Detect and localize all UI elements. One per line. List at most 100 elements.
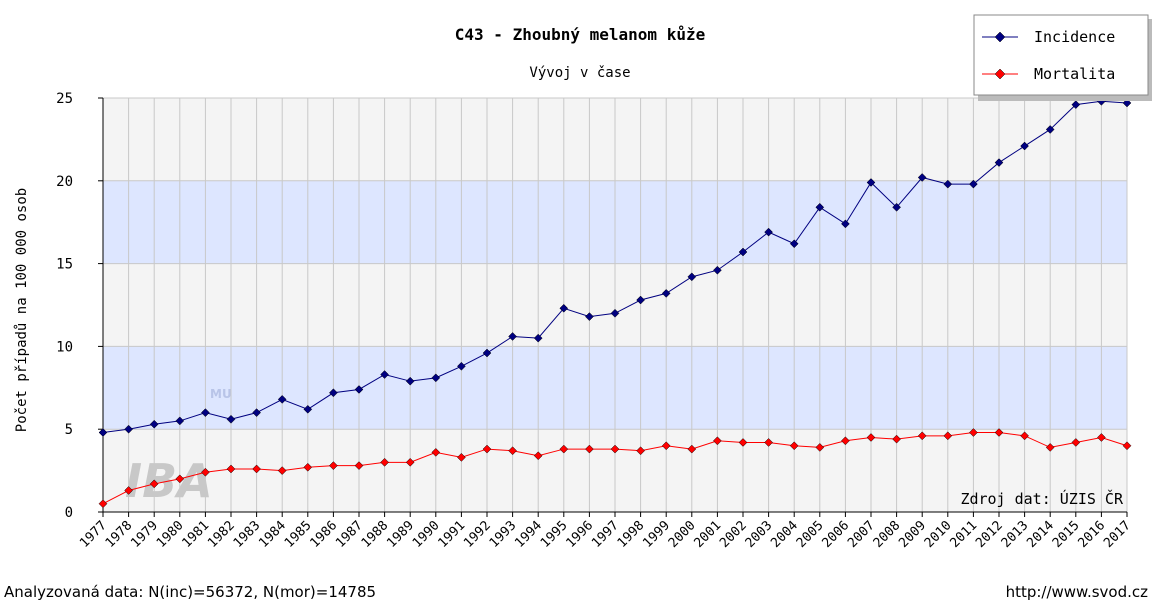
x-tick-label: 1982 [205, 518, 238, 551]
x-tick-label: 1984 [256, 518, 289, 551]
point [226, 464, 236, 474]
point [508, 446, 517, 456]
x-tick-label: 2005 [794, 518, 827, 551]
x-tick-label: 1983 [231, 518, 264, 551]
chart-title: C43 - Zhoubný melanom kůže [455, 25, 705, 44]
point [892, 202, 901, 212]
x-tick-label: 1986 [307, 518, 340, 551]
y-tick-label: 0 [65, 505, 73, 521]
x-tick-label: 1980 [154, 518, 187, 551]
point [917, 431, 927, 441]
x-tick-label: 2004 [768, 518, 801, 551]
x-tick-label: 1998 [615, 518, 648, 551]
y-tick-label: 5 [65, 422, 73, 438]
point [1097, 433, 1106, 442]
x-tick-label: 2012 [973, 518, 1006, 551]
point [687, 272, 697, 282]
point [1020, 431, 1029, 441]
point [764, 438, 773, 447]
x-tick-label: 1981 [179, 518, 212, 551]
point [559, 303, 569, 313]
x-tick-label: 2013 [999, 518, 1032, 551]
point [866, 178, 876, 187]
point [789, 239, 799, 249]
point [201, 467, 210, 477]
x-tick-label: 1979 [128, 518, 161, 551]
x-tick-label: 1994 [512, 518, 545, 551]
y-tick-label: 15 [56, 257, 73, 273]
point [636, 295, 645, 305]
point [943, 179, 953, 189]
point [405, 457, 415, 467]
point [738, 438, 748, 447]
point [585, 312, 594, 321]
y-tick-label: 10 [56, 339, 73, 355]
point [661, 441, 671, 451]
legend-marker [994, 31, 1006, 43]
x-tick-label: 2002 [717, 518, 750, 551]
point [610, 308, 620, 318]
point [815, 202, 825, 212]
point [585, 444, 594, 454]
x-tick-label: 1977 [77, 518, 110, 551]
point [841, 436, 850, 446]
point [329, 388, 338, 398]
point [329, 461, 338, 470]
x-tick-label: 1978 [103, 518, 136, 551]
point [457, 361, 466, 371]
point [1045, 125, 1055, 134]
x-tick-label: 2011 [947, 518, 980, 551]
point [98, 428, 108, 437]
point [866, 433, 876, 442]
x-tick-label: 1991 [435, 518, 468, 551]
point [201, 408, 210, 417]
legend [973, 14, 1149, 96]
legend-label: Incidence [1034, 28, 1115, 46]
point [277, 395, 287, 404]
x-tick-label: 1997 [589, 518, 622, 551]
point [457, 452, 466, 462]
logo: MU [210, 387, 232, 401]
point [1071, 438, 1081, 447]
point [175, 474, 185, 484]
x-tick-label: 2001 [691, 518, 724, 551]
legend-label: Mortalita [1034, 65, 1115, 83]
point [354, 385, 364, 394]
point [713, 436, 722, 446]
x-tick-label: 2000 [666, 518, 699, 551]
point [533, 333, 543, 343]
point [252, 464, 261, 474]
point [1045, 443, 1055, 452]
y-tick-label: 25 [56, 91, 73, 107]
point [508, 332, 517, 341]
x-tick-label: 1985 [282, 518, 315, 551]
legend-marker [994, 68, 1006, 80]
footer-left: Analyzovaná data: N(inc)=56372, N(mor)=1… [4, 583, 376, 601]
x-tick-label: 1995 [538, 518, 571, 551]
x-tick-label: 2014 [1024, 518, 1057, 551]
point [636, 446, 645, 456]
point [1020, 141, 1029, 151]
y-tick-label: 20 [56, 174, 73, 190]
point [431, 373, 441, 383]
chart-subtitle: Vývoj v čase [529, 65, 630, 81]
x-tick-label: 2017 [1101, 518, 1134, 551]
point [124, 486, 133, 495]
point [789, 441, 799, 451]
y-axis-title: Počet případů na 100 000 osob [14, 188, 30, 432]
x-tick-label: 2010 [922, 518, 955, 551]
point [713, 265, 722, 275]
point [226, 414, 236, 424]
point [303, 462, 313, 472]
point [764, 227, 773, 237]
point [841, 219, 850, 229]
x-tick-label: 2015 [1050, 518, 1083, 551]
point [431, 448, 441, 457]
point [969, 179, 978, 189]
x-tick-label: 2003 [743, 518, 776, 551]
point [405, 376, 415, 386]
point [1071, 100, 1081, 109]
point [380, 370, 389, 379]
point [943, 431, 953, 441]
